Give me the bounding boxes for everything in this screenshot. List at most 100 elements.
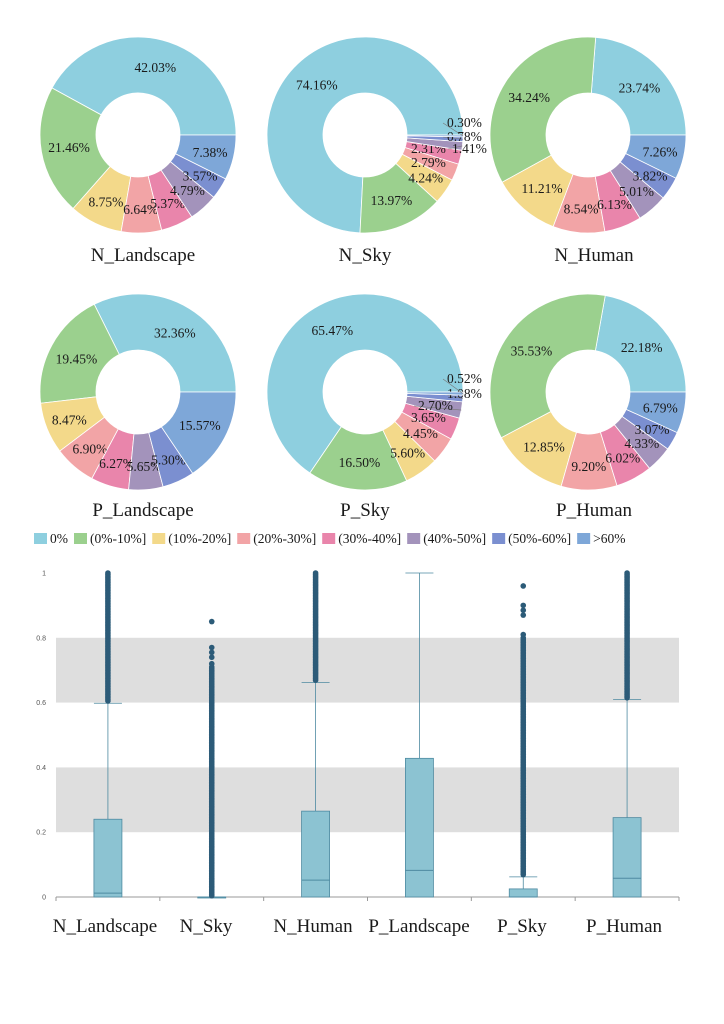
y-tick-label: 0.8 [36,635,46,642]
y-tick-label: 0.6 [36,700,46,707]
slice-label: 35.53% [511,344,553,359]
slice-label: 7.26% [643,145,678,160]
donut-p-sky: 65.47% 16.50% 5.60% 4.45%3.65%2.70%1.08%0.5… [266,293,482,521]
donut-slice-60 [625,134,687,179]
donut-n-sky: 74.16%13.97%4.24%2.79%2.31% 1.41%0.78%0.3… [266,36,487,266]
legend-label: (30%-40%] [338,531,401,546]
donut-title: N_Landscape [91,245,195,266]
legend-swatch [492,533,506,544]
legend-swatch [322,533,336,544]
legend-label: (0%-10%] [90,531,146,546]
outlier-point [520,871,527,878]
y-axis-ticks: 0 0.2 0.4 0.6 0.8 1 [36,571,46,902]
slice-label: 6.79% [643,401,678,416]
boxplot-chart: 0 0.2 0.4 0.6 0.8 1 N_Landscape N_Sky N_Human P_… [36,570,680,937]
box-iqr [93,818,123,898]
outlier-point [105,698,111,704]
box-iqr [508,888,538,898]
y-tick-label: 1 [42,571,46,578]
donut-slice-60 [160,391,237,474]
slice-label: 9.20% [571,459,606,474]
outlier-point [520,612,527,618]
box-n-sky [197,618,227,899]
slice-label: 0.52% [447,371,482,386]
slice-label: 2.70% [418,398,453,413]
donut-charts: 42.03% 21.46% 8.75% 6.64%5.37%4.79%3.57% 7.3… [39,36,687,521]
box-iqr [301,810,330,898]
legend-item-50-60: (50%-60%] [492,531,571,546]
slice-label: 42.03% [135,60,177,75]
outlier-point [520,602,527,609]
legend-label: (40%-50%] [423,531,486,546]
legend-swatch [152,533,166,544]
outlier-point [520,631,527,638]
slice-label: 6.02% [605,450,640,465]
shaded-bands [56,637,679,833]
slice-label: 22.18% [621,340,663,355]
y-tick-label: 0.4 [36,765,46,772]
donut-n-landscape: 42.03% 21.46% 8.75% 6.64%5.37%4.79%3.57% 7.3… [39,36,237,266]
donut-slice-0-10 [39,303,120,404]
donut-slice-0-10 [489,36,597,183]
legend-swatch [237,533,251,544]
slice-label: 5.01% [619,184,654,199]
outlier-point [208,892,215,899]
x-category-label: P_Sky [497,916,547,937]
legend-item-40-50: (40%-50%] [407,531,486,546]
leader-line [442,122,464,137]
box-p-sky [508,583,538,898]
slice-label: 1.41% [452,141,487,156]
outlier-point [312,677,319,683]
slice-label: 15.57% [179,418,221,433]
x-axis [55,896,680,901]
slice-label: 32.36% [154,325,196,340]
slice-label: 8.47% [52,413,87,428]
slice-label: 3.65% [411,410,446,425]
shaded-band [56,767,679,833]
donut-slice-0 [266,293,464,474]
legend-item-0: 0% [34,531,68,546]
legend-item-20-30: (20%-30%] [237,531,316,546]
donut-n-human: 23.74% 34.24% 11.21%8.54%6.13%5.01%3.82% 7.… [489,36,687,266]
box-p-landscape [405,572,434,898]
legend-item-0-10: (0%-10%] [74,531,146,546]
slice-label: 0.78% [447,129,482,144]
legend-swatch [577,533,591,544]
leader-line [413,405,462,411]
donut-slice-60 [625,391,687,434]
legend-label: (20%-30%] [253,531,316,546]
donut-slice-60 [406,391,464,396]
donut-slice-60 [175,134,237,180]
slice-label: 5.60% [390,445,425,460]
legend-item-10-20: (10%-20%] [152,531,231,546]
slice-label: 3.57% [183,168,218,183]
legend-label: (10%-20%] [168,531,231,546]
outlier-point [208,644,215,651]
donut-title: N_Human [554,245,634,266]
slice-label: 11.21% [522,181,563,196]
slice-label: 2.79% [411,155,446,170]
x-category-label: P_Human [586,916,663,937]
x-category-label: N_Human [273,916,353,937]
slice-label: 12.85% [523,439,565,454]
y-tick-label: 0.2 [36,830,46,837]
x-category-label: N_Sky [180,916,233,937]
donut-slice-0-10 [489,293,606,439]
outlier-point [208,660,215,667]
x-category-label: N_Landscape [53,916,157,937]
donut-p-human: 22.18% 35.53% 12.85% 9.20%6.02%4.33%3.07% 6.… [489,293,687,521]
outlier-point [208,618,215,625]
donut-slice-0 [590,36,687,136]
y-tick-label: 0 [42,895,46,902]
legend-swatch [407,533,421,544]
outlier-point [520,607,527,614]
slice-label: 0.30% [447,115,482,130]
category-labels: N_Landscape N_Sky N_Human P_Landscape P_Sky P… [53,916,663,937]
legend-swatch [74,533,87,544]
leader-line [447,145,463,150]
donut-title: N_Sky [339,245,392,266]
legend-label: >60% [593,531,625,546]
outlier-point [624,695,630,701]
outlier-point [520,583,527,589]
